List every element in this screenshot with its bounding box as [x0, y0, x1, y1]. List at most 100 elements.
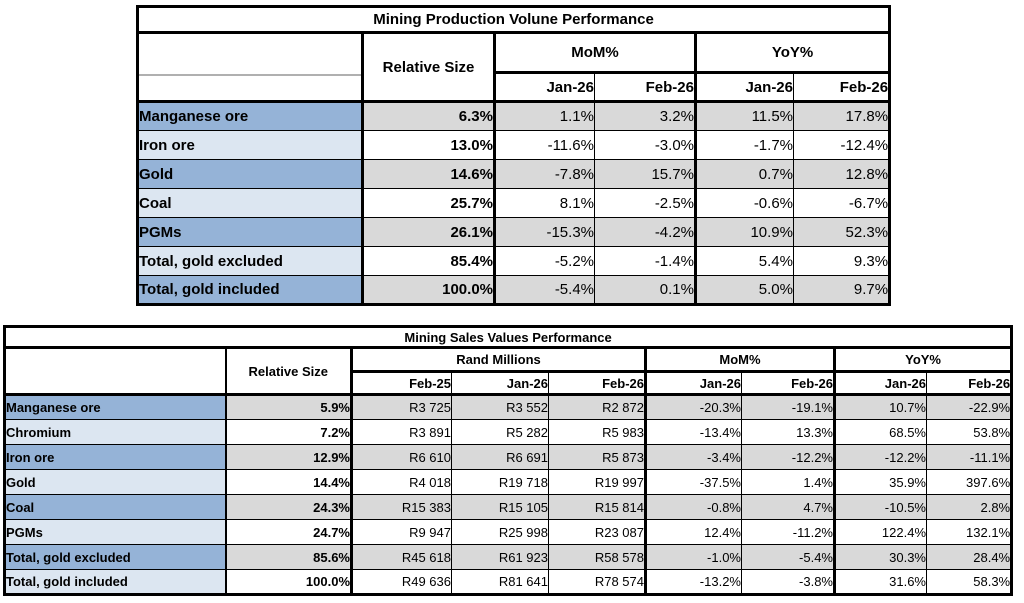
table-row: Gold 14.6% -7.8% 15.7% 0.7% 12.8% [137, 159, 891, 189]
row-label-cell: Manganese ore [4, 394, 226, 420]
row-label-cell: Gold [137, 159, 363, 189]
table2-yoy-header: YoY% [832, 347, 1013, 373]
row-label-cell: Manganese ore [137, 101, 363, 131]
value-cell: -5.4% [741, 544, 835, 570]
value-cell: 1.4% [741, 469, 835, 495]
value-cell: -2.5% [594, 188, 696, 218]
value-cell: -5.4% [493, 275, 595, 305]
table-row: PGMs 24.7% R9 947 R25 998 R23 087 12.4% … [4, 519, 1013, 545]
value-cell: 30.3% [833, 544, 927, 570]
table1-yoy-header: YoY% [693, 32, 891, 74]
value-cell: -3.4% [644, 444, 742, 470]
value-cell: -1.7% [694, 130, 794, 160]
value-cell: 11.5% [694, 101, 794, 131]
value-cell: R25 998 [451, 519, 549, 545]
relative-size-cell: 26.1% [361, 217, 495, 247]
value-cell: R3 891 [350, 419, 452, 445]
value-cell: -0.6% [694, 188, 794, 218]
value-cell: R61 923 [451, 544, 549, 570]
table2-yoy-feb-header: Feb-26 [925, 371, 1013, 396]
table2-mom-jan-header: Jan-26 [644, 371, 742, 396]
relative-size-cell: 7.2% [224, 419, 352, 445]
row-label-cell: PGMs [4, 519, 226, 545]
value-cell: R78 574 [548, 569, 646, 595]
value-cell: R3 552 [451, 394, 549, 420]
relative-size-cell: 24.7% [224, 519, 352, 545]
value-cell: -12.4% [792, 130, 891, 160]
value-cell: 3.2% [594, 101, 696, 131]
value-cell: -4.2% [594, 217, 696, 247]
table2-relative-size-header: Relative Size [224, 347, 352, 396]
table-row: Iron ore 13.0% -11.6% -3.0% -1.7% -12.4% [137, 130, 891, 160]
value-cell: R4 018 [350, 469, 452, 495]
value-cell: 12.4% [644, 519, 742, 545]
relative-size-cell: 25.7% [361, 188, 495, 218]
value-cell: R45 618 [350, 544, 452, 570]
table1-yoy-feb-header: Feb-26 [792, 72, 891, 103]
row-label-cell: Gold [4, 469, 226, 495]
table2-sub-header-row: Feb-25 Jan-26 Feb-26 Jan-26 Feb-26 Jan-2… [5, 371, 1013, 396]
value-cell: -3.8% [741, 569, 835, 595]
value-cell: R5 873 [548, 444, 646, 470]
value-cell: -11.6% [493, 130, 595, 160]
relative-size-cell: 13.0% [361, 130, 495, 160]
relative-size-cell: 12.9% [224, 444, 352, 470]
table1-mom-feb-header: Feb-26 [594, 72, 696, 103]
value-cell: -13.4% [644, 419, 742, 445]
relative-size-cell: 24.3% [224, 494, 352, 520]
relative-size-cell: 85.6% [224, 544, 352, 570]
row-label-cell: Chromium [4, 419, 226, 445]
relative-size-cell: 5.9% [224, 394, 352, 420]
row-label-cell: Iron ore [4, 444, 226, 470]
value-cell: 12.8% [792, 159, 891, 189]
value-cell: R5 983 [548, 419, 646, 445]
table1-mom-jan-header: Jan-26 [493, 72, 595, 103]
table2-blank-header [4, 347, 226, 396]
row-label-cell: Coal [137, 188, 363, 218]
value-cell: -13.2% [644, 569, 742, 595]
value-cell: 5.4% [694, 246, 794, 276]
table2-rand-feb25-header: Feb-25 [350, 371, 452, 396]
relative-size-cell: 14.4% [224, 469, 352, 495]
value-cell: 397.6% [925, 469, 1013, 495]
value-cell: 15.7% [594, 159, 696, 189]
value-cell: -12.2% [741, 444, 835, 470]
value-cell: 31.6% [833, 569, 927, 595]
value-cell: -19.1% [741, 394, 835, 420]
value-cell: R6 691 [451, 444, 549, 470]
value-cell: R2 872 [548, 394, 646, 420]
value-cell: -0.8% [644, 494, 742, 520]
table2-title: Mining Sales Values Performance [3, 326, 1013, 349]
row-label-cell: Total, gold included [137, 275, 363, 305]
table-row: Chromium 7.2% R3 891 R5 282 R5 983 -13.4… [4, 419, 1013, 445]
value-cell: R15 814 [548, 494, 646, 520]
row-label-cell: Iron ore [137, 130, 363, 160]
value-cell: 35.9% [833, 469, 927, 495]
value-cell: R9 947 [350, 519, 452, 545]
value-cell: 1.1% [493, 101, 595, 131]
table2-group-header-row: Relative Size Rand Millions MoM% YoY% [4, 347, 1013, 396]
table2-rand-millions-header: Rand Millions [350, 347, 646, 373]
value-cell: 13.3% [741, 419, 835, 445]
value-cell: 52.3% [792, 217, 891, 247]
value-cell: -15.3% [493, 217, 595, 247]
table1-group-header-row: Relative Size MoM% YoY% [137, 32, 891, 103]
table-title-row: Mining Sales Values Performance [3, 326, 1013, 349]
row-label-cell: PGMs [137, 217, 363, 247]
value-cell: -10.5% [833, 494, 927, 520]
table-row: Manganese ore 5.9% R3 725 R3 552 R2 872 … [4, 394, 1013, 420]
value-cell: R58 578 [548, 544, 646, 570]
value-cell: R15 383 [350, 494, 452, 520]
table2-yoy-jan-header: Jan-26 [833, 371, 927, 396]
table2-rand-feb26-header: Feb-26 [548, 371, 646, 396]
relative-size-cell: 6.3% [361, 101, 495, 131]
value-cell: 2.8% [925, 494, 1013, 520]
value-cell: -12.2% [833, 444, 927, 470]
relative-size-cell: 14.6% [361, 159, 495, 189]
value-cell: 5.0% [694, 275, 794, 305]
table-row: Total, gold included 100.0% R49 636 R81 … [4, 569, 1013, 595]
row-label-cell: Total, gold excluded [4, 544, 226, 570]
table1-sub-header-row: Jan-26 Feb-26 Jan-26 Feb-26 [138, 72, 891, 103]
value-cell: 68.5% [833, 419, 927, 445]
